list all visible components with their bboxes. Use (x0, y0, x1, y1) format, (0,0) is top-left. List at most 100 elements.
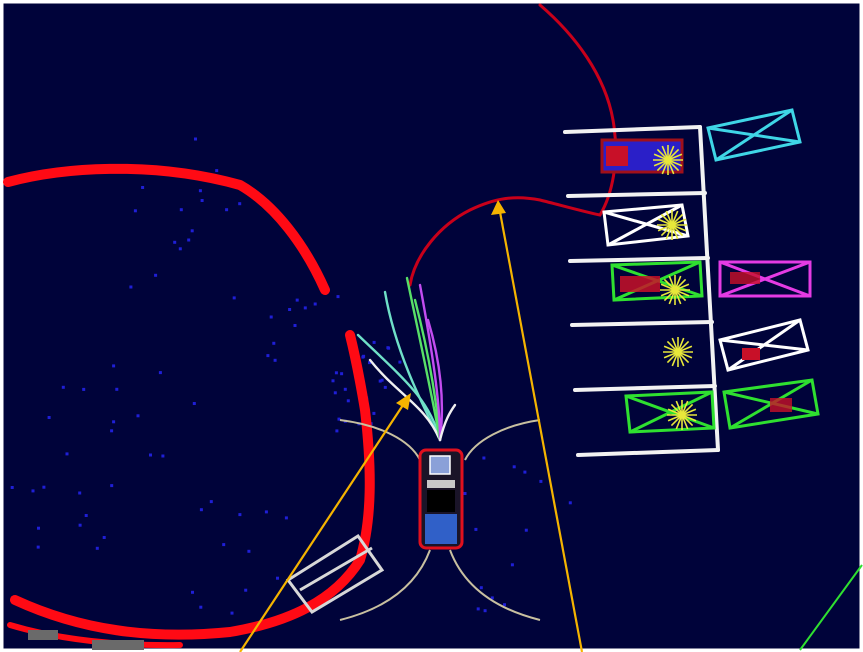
obstacle-point (276, 576, 279, 580)
obstacle-point (199, 605, 203, 609)
obstacle-point (95, 546, 99, 550)
obstacle-point (336, 295, 340, 299)
sensor-arc-rear-left (339, 549, 431, 621)
slot-box-green-2 (624, 390, 716, 434)
obstacle-point (198, 189, 202, 193)
obstacle-point (244, 588, 248, 592)
slot-line-4 (570, 320, 714, 327)
obstacle-point (31, 489, 35, 493)
obstacle-point (346, 399, 350, 403)
candidate-cyan-2 (356, 333, 442, 442)
sensor-arc-rear-right (449, 549, 541, 621)
obstacle-point (568, 501, 572, 505)
obstacle-point (78, 491, 82, 495)
slot-line-2 (566, 191, 707, 198)
lane-lines (799, 564, 863, 651)
obstacle-point (380, 378, 384, 382)
detection-star-icon (660, 275, 690, 305)
obstacle-point (158, 371, 162, 375)
obstacle-point (474, 527, 478, 531)
obstacle-point (190, 229, 194, 233)
obstacle-point (115, 387, 119, 391)
obstacle-point (136, 414, 140, 418)
planned-path (408, 3, 618, 287)
obstacle-point (482, 456, 486, 460)
laser-arc-left (3, 163, 330, 295)
obstacle-point (503, 603, 506, 607)
obstacle-point (479, 586, 483, 590)
arrow-path-head (491, 200, 506, 215)
vehicle-roof (427, 480, 455, 488)
obstacle-point (266, 354, 270, 358)
slot-box-grey (285, 533, 385, 614)
slot-line-5 (573, 384, 717, 392)
ego-vehicle-icon (418, 448, 464, 550)
slot-box-target (602, 203, 690, 247)
obstacle-point (37, 526, 40, 530)
obstacle-point (200, 199, 204, 202)
obstacle-point (161, 454, 165, 458)
legend-swatches (28, 630, 144, 650)
lane-line-1 (799, 564, 863, 651)
obstacle-point (490, 596, 494, 600)
obstacle-point (333, 391, 337, 395)
obstacle-point (238, 202, 242, 206)
obstacle-point (65, 452, 69, 456)
detection-star-icon (657, 210, 687, 240)
obstacle-point (398, 360, 402, 364)
obstacle-point (331, 379, 335, 383)
detection-star-icon (667, 400, 697, 430)
obstacle-point (78, 523, 82, 527)
obstacle-point (510, 563, 514, 567)
obstacle-point (383, 385, 387, 389)
obstacle-point (47, 416, 51, 419)
candidate-white-2 (438, 403, 457, 442)
obstacle-point (112, 364, 116, 368)
obstacle-point (288, 308, 292, 311)
slot-box-white-right (718, 318, 810, 372)
vehicle-cabin (427, 490, 455, 512)
obstacle-point (372, 340, 376, 344)
candidate-white-1 (368, 358, 442, 442)
obstacle-point (539, 479, 543, 483)
detection-stars (653, 145, 697, 430)
obstacle-point (313, 302, 317, 306)
obstacle-point (247, 549, 251, 553)
arrow-candidates-line (239, 401, 406, 652)
sensor-arcs (339, 419, 541, 621)
obstacle-point (112, 420, 116, 424)
candidate-trajectories (356, 276, 457, 442)
slot-box-green-1 (610, 260, 704, 302)
obstacle-point (110, 429, 114, 433)
obstacle-point (225, 208, 229, 212)
obstacle-point (10, 486, 14, 489)
obstacle-point (361, 355, 365, 359)
obstacle-point (269, 315, 273, 319)
obstacle-point (42, 485, 46, 489)
obstacle-point (192, 402, 196, 405)
slot-box-cyan (706, 108, 802, 162)
obstacle-point (272, 341, 276, 345)
obstacle-point (368, 361, 371, 365)
arrow-candidates-head (396, 393, 411, 410)
detection-star-icon (663, 337, 693, 367)
obstacle-point (343, 387, 347, 391)
obstacle-point (335, 429, 339, 433)
obstacle-point (173, 240, 177, 244)
laser-arc-bottom-edge (7, 622, 183, 649)
obstacle-point (209, 500, 213, 504)
candidate-magenta-1 (418, 283, 442, 442)
obstacle-point (215, 169, 219, 173)
slot-line-3 (568, 256, 710, 263)
detection-star-icon (653, 145, 683, 175)
obstacle-point (187, 238, 191, 242)
legend-swatch-1 (28, 630, 58, 640)
vehicle-front-sensor (429, 455, 451, 475)
obstacle-point (524, 528, 528, 532)
obstacle-point (463, 492, 467, 495)
obstacle-point (334, 371, 338, 375)
obstacle-point (238, 513, 242, 517)
obstacle-point (387, 346, 391, 350)
